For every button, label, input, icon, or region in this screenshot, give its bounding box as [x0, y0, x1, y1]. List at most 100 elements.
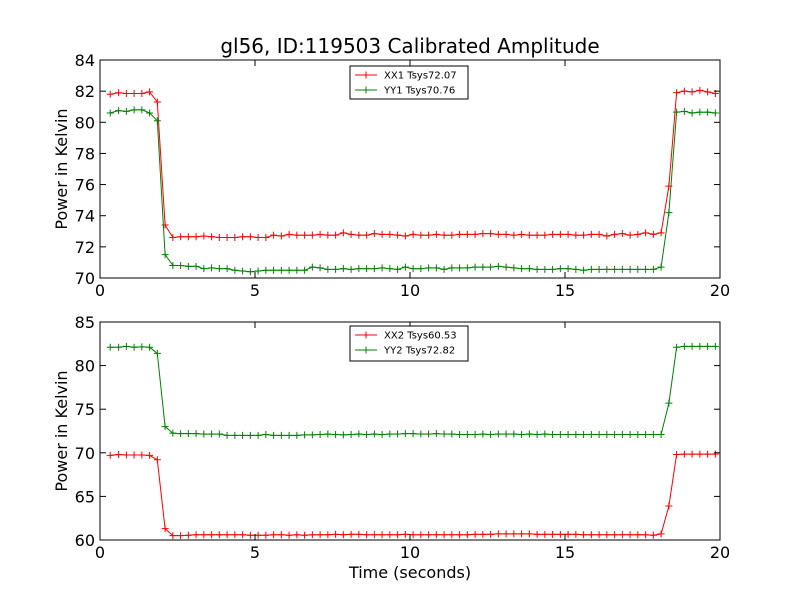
data-point — [657, 430, 665, 438]
x-tick-label: 5 — [250, 543, 260, 562]
data-point — [262, 531, 270, 539]
data-point — [192, 262, 200, 270]
y-tick-label: 85 — [75, 313, 95, 332]
data-point — [696, 342, 704, 350]
data-point — [564, 430, 572, 438]
data-point — [177, 532, 185, 540]
data-point — [611, 265, 619, 273]
data-point — [277, 531, 285, 539]
data-point — [533, 265, 541, 273]
data-point — [626, 531, 634, 539]
data-point — [363, 231, 371, 239]
data-point — [246, 431, 254, 439]
data-point — [386, 265, 394, 273]
data-point — [239, 431, 247, 439]
data-point — [572, 430, 580, 438]
data-point — [254, 531, 262, 539]
data-point — [626, 430, 634, 438]
data-point — [386, 430, 394, 438]
data-point — [184, 430, 192, 438]
data-point — [704, 342, 712, 350]
data-point — [332, 265, 340, 273]
data-point — [215, 430, 223, 438]
data-point — [138, 343, 146, 351]
data-point — [618, 531, 626, 539]
series-1 — [106, 86, 719, 242]
data-point — [339, 431, 347, 439]
data-point — [502, 230, 510, 238]
data-point — [115, 343, 123, 351]
data-point — [487, 263, 495, 271]
data-point — [324, 531, 332, 539]
data-point — [200, 430, 208, 438]
data-point — [246, 233, 254, 241]
data-point — [262, 234, 270, 242]
data-point — [106, 109, 114, 117]
y-tick-label: 76 — [75, 176, 95, 195]
x-tick-label: 5 — [250, 281, 260, 300]
data-point — [525, 430, 533, 438]
data-point — [425, 231, 433, 239]
data-point — [347, 265, 355, 273]
data-point — [556, 230, 564, 238]
data-point — [161, 221, 169, 229]
data-point — [525, 231, 533, 239]
data-point — [339, 265, 347, 273]
data-point — [417, 265, 425, 273]
data-point — [549, 430, 557, 438]
data-point — [618, 265, 626, 273]
data-point — [626, 231, 634, 239]
data-point — [192, 233, 200, 241]
x-axis-label: Time (seconds) — [348, 563, 471, 582]
data-point — [634, 230, 642, 238]
data-point — [611, 531, 619, 539]
data-point — [122, 107, 130, 115]
data-point — [169, 429, 177, 437]
legend: XX1 Tsys72.07 YY1 Tsys70.76 — [349, 65, 469, 100]
data-point — [494, 530, 502, 538]
data-point — [409, 265, 417, 273]
data-point — [316, 264, 324, 272]
data-point — [285, 531, 293, 539]
data-point — [246, 268, 254, 276]
data-point — [200, 531, 208, 539]
data-point — [200, 232, 208, 240]
data-point — [657, 229, 665, 237]
legend-box — [349, 65, 469, 100]
data-point — [696, 108, 704, 116]
data-point — [502, 263, 510, 271]
data-point — [649, 230, 657, 238]
data-point — [704, 450, 712, 458]
data-point — [510, 530, 518, 538]
data-point — [711, 450, 719, 458]
data-point — [595, 265, 603, 273]
data-point — [285, 266, 293, 274]
data-point — [463, 230, 471, 238]
data-point — [432, 430, 440, 438]
data-point — [153, 98, 161, 106]
data-point — [440, 231, 448, 239]
data-point — [556, 430, 564, 438]
data-point — [401, 263, 409, 271]
data-point — [285, 431, 293, 439]
data-point — [549, 530, 557, 538]
data-point — [223, 531, 231, 539]
data-point — [456, 531, 464, 539]
legend-entry-1: XX1 Tsys72.07 — [355, 71, 457, 82]
data-point — [487, 230, 495, 238]
data-point — [223, 265, 231, 273]
data-point — [533, 530, 541, 538]
data-point — [518, 530, 526, 538]
data-point — [208, 531, 216, 539]
data-point — [556, 530, 564, 538]
data-point — [106, 451, 114, 459]
y-tick-label: 84 — [75, 51, 95, 70]
data-point — [711, 109, 719, 117]
data-point — [115, 107, 123, 115]
data-point — [122, 451, 130, 459]
data-point — [215, 234, 223, 242]
data-point — [688, 450, 696, 458]
data-point — [192, 430, 200, 438]
